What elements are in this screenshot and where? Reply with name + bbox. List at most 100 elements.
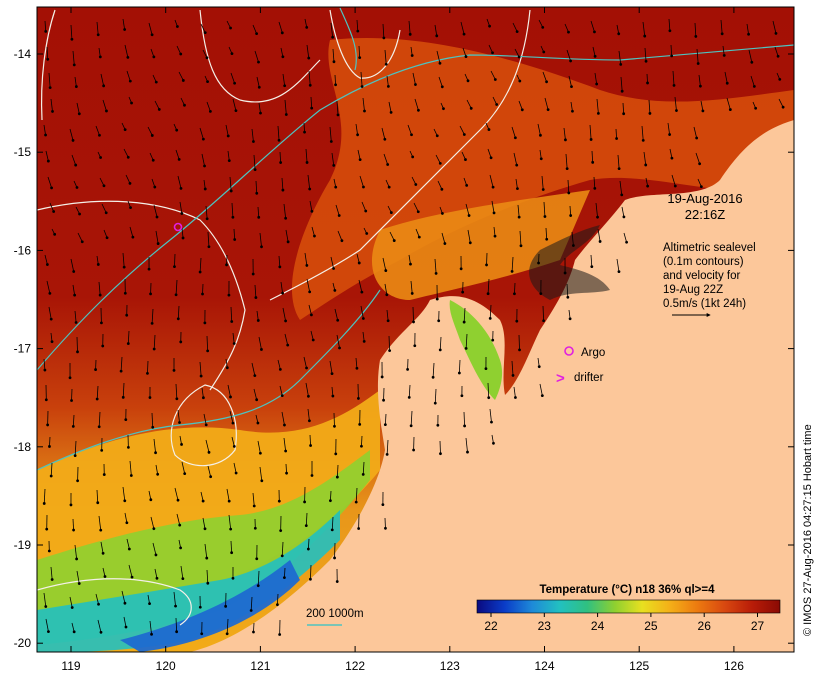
velocity-vector-head	[412, 449, 415, 452]
velocity-vector-head	[102, 552, 105, 555]
velocity-vector-head	[178, 524, 181, 527]
velocity-vector-head	[387, 319, 390, 322]
velocity-vector-head	[255, 192, 258, 195]
velocity-vector	[519, 335, 520, 350]
velocity-vector-head	[465, 184, 468, 187]
velocity-vector-head	[151, 134, 154, 137]
velocity-vector-head	[487, 396, 490, 399]
velocity-vector-head	[595, 83, 598, 86]
velocity-vector-head	[206, 80, 209, 83]
velocity-vector-head	[125, 314, 128, 317]
velocity-vector-head	[699, 85, 702, 88]
velocity-vector-head	[487, 292, 490, 295]
velocity-vector-head	[279, 529, 282, 532]
velocity-vector-head	[383, 138, 386, 141]
velocity-vector-head	[361, 85, 364, 88]
velocity-vector-head	[228, 159, 231, 162]
velocity-vector-head	[308, 419, 311, 422]
velocity-vector-head	[281, 292, 284, 295]
velocity-vector-head	[386, 453, 389, 456]
velocity-vector-head	[514, 136, 517, 139]
velocity-vector-head	[175, 630, 178, 633]
velocity-vector-head	[414, 83, 417, 86]
velocity-vector-head	[778, 78, 781, 81]
velocity-vector-head	[233, 238, 236, 241]
velocity-vector-head	[151, 426, 154, 429]
velocity-vector-head	[622, 112, 625, 115]
colorbar-tick-label: 25	[644, 619, 658, 633]
velocity-vector-head	[305, 26, 308, 29]
velocity-vector-head	[331, 395, 334, 398]
velocity-vector-head	[618, 167, 621, 170]
velocity-vector-head	[334, 186, 337, 189]
velocity-vector-head	[105, 211, 108, 214]
velocity-vector-head	[338, 347, 341, 350]
velocity-vector-head	[206, 217, 209, 220]
velocity-vector-head	[305, 264, 308, 267]
velocity-vector-head	[153, 348, 156, 351]
velocity-vector-head	[309, 444, 312, 447]
velocity-vector-head	[203, 165, 206, 168]
velocity-vector-head	[51, 578, 54, 581]
velocity-vector-head	[494, 78, 497, 81]
velocity-vector-head	[176, 25, 179, 28]
velocity-vector-head	[73, 63, 76, 66]
velocity-vector-head	[102, 84, 105, 87]
lon-tick-label: 124	[534, 659, 554, 673]
velocity-vector-head	[494, 235, 497, 238]
velocity-vector-head	[155, 81, 158, 84]
velocity-vector-head	[516, 30, 519, 33]
velocity-vector-head	[515, 320, 518, 323]
velocity-vector-head	[279, 161, 282, 164]
velocity-vector-head	[593, 187, 596, 190]
velocity-vector-head	[129, 206, 132, 209]
velocity-vector-head	[232, 422, 235, 425]
altimetry-line-3: and velocity for	[663, 270, 741, 282]
velocity-vector-head	[567, 31, 570, 34]
velocity-vector-head	[96, 398, 99, 401]
velocity-vector-head	[436, 298, 439, 301]
velocity-vector-head	[541, 394, 544, 397]
velocity-vector-head	[287, 240, 290, 243]
velocity-vector-head	[443, 242, 446, 245]
velocity-vector-head	[281, 554, 284, 557]
velocity-vector-head	[461, 291, 464, 294]
velocity-vector-head	[127, 156, 130, 159]
velocity-vector-head	[46, 424, 49, 427]
velocity-vector-head	[701, 109, 704, 112]
velocity-vector-head	[363, 340, 366, 343]
velocity-vector-head	[442, 107, 445, 110]
velocity-vector-head	[435, 34, 438, 37]
velocity-vector-head	[410, 424, 413, 427]
velocity-vector-head	[200, 632, 203, 635]
velocity-vector-head	[621, 90, 624, 93]
velocity-vector-head	[128, 548, 131, 551]
velocity-vector-head	[51, 110, 54, 113]
velocity-vector-head	[131, 576, 134, 579]
velocity-vector-head	[254, 168, 257, 171]
velocity-vector-head	[591, 161, 594, 164]
velocity-vector-head	[305, 367, 308, 370]
velocity-vector-head	[71, 38, 74, 41]
velocity-vector-head	[149, 396, 152, 399]
velocity-vector-head	[747, 33, 750, 36]
velocity-vector-head	[74, 164, 77, 167]
velocity-vector-head	[282, 189, 285, 192]
velocity-vector-head	[75, 85, 78, 88]
velocity-vector-head	[103, 184, 106, 187]
lat-tick-label: -20	[14, 636, 32, 650]
velocity-vector-head	[124, 292, 127, 295]
velocity-vector-head	[570, 85, 573, 88]
velocity-vector-head	[617, 32, 620, 35]
velocity-vector-head	[78, 582, 81, 585]
altimetry-line-1: Altimetric sealevel	[663, 242, 756, 254]
velocity-vector-head	[48, 550, 51, 553]
velocity-vector-head	[393, 239, 396, 242]
velocity-vector-head	[281, 55, 284, 58]
velocity-vector-head	[47, 160, 50, 163]
velocity-vector-head	[406, 368, 409, 371]
velocity-vector-head	[437, 319, 440, 322]
velocity-vector-head	[571, 110, 574, 113]
velocity-vector-head	[130, 102, 133, 105]
velocity-vector-head	[750, 61, 753, 64]
